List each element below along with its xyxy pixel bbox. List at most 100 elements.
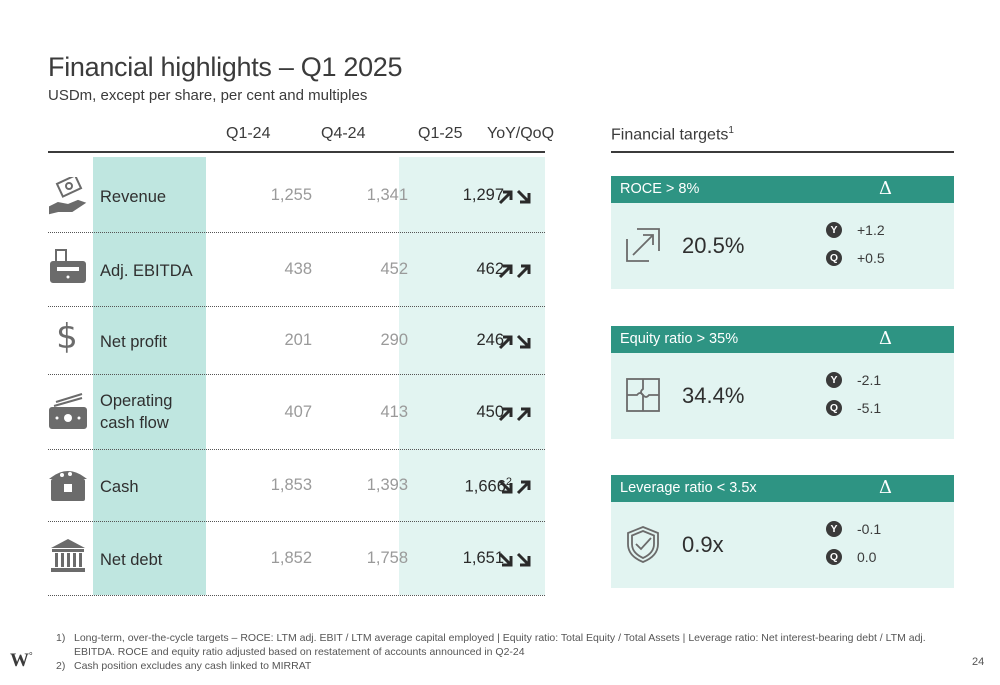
- trend-arrows: [498, 552, 531, 567]
- card-value: 34.4%: [682, 383, 745, 408]
- row-label: Adj. EBITDA: [100, 262, 193, 280]
- delta-symbol: Δ: [879, 477, 892, 498]
- card-value: 0.9x: [682, 532, 724, 557]
- footnote-ref: 2: [505, 476, 512, 488]
- yoy-badge: Y: [826, 372, 842, 388]
- row-divider: [48, 595, 545, 596]
- growth-arrow-icon: [626, 228, 660, 262]
- row-label: Net profit: [100, 333, 167, 351]
- qoq-change: +0.5: [857, 250, 885, 266]
- arrow-up-right-icon: [498, 190, 513, 205]
- card-title: Equity ratio > 35%: [620, 331, 739, 347]
- table-row: Cash 1,853 1,393 1,6662: [48, 468, 545, 508]
- row-label-line-2: cash flow: [100, 414, 169, 432]
- arrow-up-right-icon: [498, 264, 513, 279]
- value-q1-25: 1,6662: [412, 476, 512, 497]
- row-label: Net debt: [100, 551, 163, 569]
- qoq-badge: Q: [826, 549, 842, 565]
- table-row: $ Net profit 201 290 246: [48, 318, 545, 362]
- card-title: ROCE > 8%: [620, 181, 700, 197]
- arrow-up-right-icon: [498, 407, 513, 422]
- row-divider: [48, 306, 545, 307]
- yoy-badge: Y: [826, 521, 842, 537]
- trend-arrows: [498, 334, 531, 350]
- value-q1-24: 438: [284, 260, 312, 278]
- yoy-change: -2.1: [857, 372, 882, 388]
- card-header: ROCE > 8% Δ: [611, 176, 954, 203]
- value-q1-24: 201: [284, 331, 312, 349]
- value-q1-24: 1,852: [270, 549, 312, 567]
- shield-check-icon: [627, 526, 659, 563]
- value-q4-24: 1,393: [366, 476, 408, 494]
- financial-targets-title-text: Financial targets: [611, 126, 729, 144]
- money-hand-icon: [48, 174, 87, 215]
- trend-arrows: [498, 479, 531, 495]
- metric-column-background: [93, 157, 206, 595]
- value-q4-24: 1,758: [366, 549, 408, 567]
- logo-mark: °: [29, 650, 33, 661]
- card-body: 0.9x Y -0.1 Q 0.0: [611, 502, 954, 588]
- value-q1-24: 407: [284, 403, 312, 421]
- qoq-change: -5.1: [857, 400, 882, 416]
- row-label: Revenue: [100, 188, 167, 206]
- target-card-leverage-ratio: Leverage ratio < 3.5x Δ 0.9x Y -0.1 Q 0.…: [611, 475, 954, 588]
- arrow-down-right-icon: [516, 552, 531, 567]
- table-row: Operating cash flow 407 413 450: [48, 390, 545, 438]
- footnote-ref: 1: [728, 125, 734, 136]
- delta-symbol: Δ: [879, 328, 892, 349]
- table-header-rule: [48, 151, 545, 153]
- value-q4-24: 452: [380, 260, 408, 278]
- delta-symbol: Δ: [879, 178, 892, 199]
- table-row: Adj. EBITDA 438 452 462: [48, 249, 545, 292]
- value-q1-24: 1,853: [270, 476, 312, 494]
- target-card-equity-ratio: Equity ratio > 35% Δ 34.4% Y -2.1 Q -5.1: [611, 326, 954, 439]
- page-number: 24: [972, 656, 985, 668]
- banknotes-icon: [48, 392, 87, 430]
- row-divider: [48, 449, 545, 450]
- table-row: Net debt 1,852 1,758 1,651: [48, 539, 545, 580]
- column-header-yoy-qoq: YoY/QoQ: [487, 125, 555, 142]
- value-q1-25: 246: [476, 331, 504, 349]
- arrow-up-right-icon: [516, 264, 531, 279]
- column-header-q1-24: Q1-24: [226, 125, 271, 142]
- row-divider: [48, 232, 545, 233]
- value-q1-25: 1,297: [462, 186, 504, 204]
- yoy-change: +1.2: [857, 222, 885, 238]
- row-divider: [48, 521, 545, 522]
- card-title: Leverage ratio < 3.5x: [620, 480, 757, 496]
- arrow-down-right-icon: [498, 552, 513, 567]
- arrow-up-right-icon: [498, 335, 513, 350]
- value-q1-24: 1,255: [270, 186, 312, 204]
- footnote: 2) Cash position excludes any cash linke…: [56, 659, 946, 673]
- arrow-up-right-icon: [516, 407, 531, 422]
- row-label: Operating cash flow: [100, 390, 172, 434]
- qoq-badge: Q: [826, 250, 842, 266]
- card-body: 34.4% Y -2.1 Q -5.1: [611, 353, 954, 439]
- footnote: 1) Long-term, over-the-cycle targets – R…: [56, 631, 946, 659]
- column-header-q1-25: Q1-25: [418, 125, 463, 142]
- row-divider: [48, 374, 545, 375]
- targets-header-rule: [611, 151, 954, 153]
- arrow-down-right-icon: [516, 334, 531, 349]
- footnote-number: 1): [56, 632, 66, 644]
- target-card-roce: ROCE > 8% Δ 20.5% Y +1.2 Q +0.5: [611, 176, 954, 289]
- column-header-q4-24: Q4-24: [321, 125, 366, 142]
- arrow-down-right-icon: [516, 189, 531, 204]
- value-q4-24: 413: [380, 403, 408, 421]
- card-body: 20.5% Y +1.2 Q +0.5: [611, 203, 954, 289]
- value-q1-25: 462: [476, 260, 504, 278]
- table-row: Revenue 1,255 1,341 1,297: [48, 174, 545, 217]
- arrow-up-right-icon: [516, 480, 531, 495]
- card-header: Leverage ratio < 3.5x Δ: [611, 475, 954, 502]
- trend-arrows: [498, 189, 531, 205]
- arrow-down-right-icon: [498, 479, 513, 494]
- value-q4-24: 1,341: [366, 186, 408, 204]
- row-label-line-1: Operating: [100, 392, 173, 410]
- puzzle-icon: [626, 378, 660, 412]
- card-value: 20.5%: [682, 233, 745, 258]
- qoq-badge: Q: [826, 400, 842, 416]
- footnote-text: Long-term, over-the-cycle targets – ROCE…: [74, 632, 926, 658]
- footnote-number: 2): [56, 660, 66, 672]
- qoq-change: 0.0: [857, 549, 877, 565]
- company-logo: W°: [10, 650, 33, 672]
